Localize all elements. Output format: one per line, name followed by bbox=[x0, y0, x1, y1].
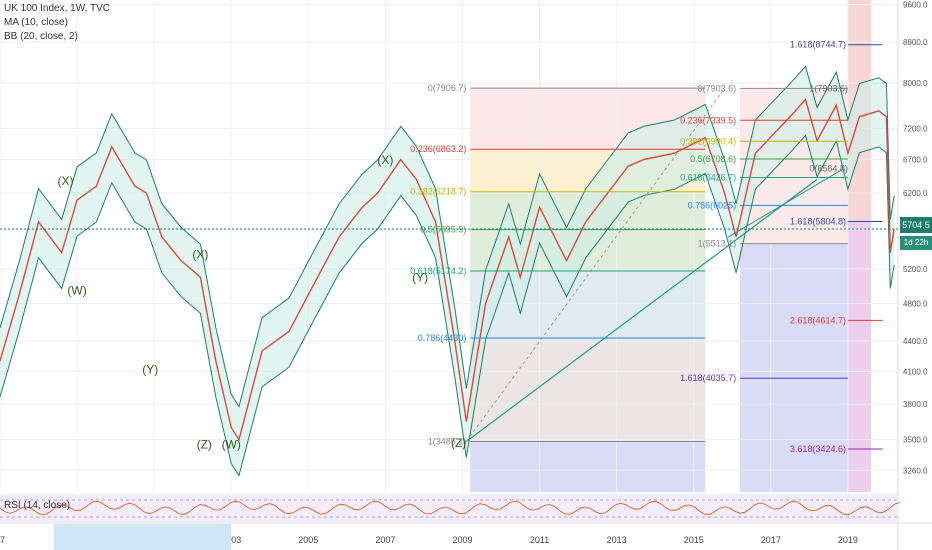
fib-zone-ext bbox=[847, 221, 872, 492]
elliott-wave-label: (Z) bbox=[197, 437, 212, 451]
trend-line bbox=[728, 167, 845, 238]
fib-zone-right bbox=[739, 243, 848, 492]
candle-countdown-tag: 1d 22h bbox=[900, 236, 932, 250]
fib-level-label: 0.5(5695.9) bbox=[420, 225, 466, 235]
elliott-wave-label: (W) bbox=[222, 437, 241, 451]
trend-line bbox=[465, 178, 818, 442]
y-tick-label: 3500.0 bbox=[903, 436, 928, 445]
x-tick-label: 2007 bbox=[375, 535, 395, 545]
fib-top-label: 0(6564.8) bbox=[809, 163, 848, 173]
y-tick-label: 7200.0 bbox=[903, 125, 928, 134]
fib-level-label: 1(3485.1) bbox=[428, 436, 467, 446]
x-tick-label: 2015 bbox=[684, 535, 704, 545]
fib-level-label: 0.618(6426.7) bbox=[680, 173, 736, 183]
fib-level-label: 0.618(5174.2) bbox=[410, 266, 466, 276]
elliott-wave-label: (Z) bbox=[451, 436, 466, 450]
fib-ext-label: 3.618(3424.6) bbox=[790, 444, 846, 454]
elliott-wave-label: (Y) bbox=[412, 271, 428, 285]
fib-level-label: 0.236(7339.5) bbox=[680, 115, 736, 125]
y-tick-label: 4100.0 bbox=[903, 367, 928, 376]
y-tick-label: 6700.0 bbox=[903, 156, 928, 165]
elliott-wave-label: (X) bbox=[192, 247, 208, 261]
x-tick-label: 2019 bbox=[838, 535, 858, 545]
y-tick-label: 3800.0 bbox=[903, 400, 928, 409]
time-axis-highlight bbox=[53, 524, 232, 550]
fib-level-label: 0.382(6990.4) bbox=[680, 136, 736, 146]
fib-zone-band bbox=[470, 441, 706, 492]
chart-legend: UK 100 Index, 1W, TVC MA (10, close) BB … bbox=[4, 2, 110, 44]
y-tick-label: 4800.0 bbox=[903, 299, 928, 308]
fib-zone-band bbox=[470, 271, 706, 339]
y-tick-label: 6200.0 bbox=[903, 189, 928, 198]
current-price-tag: 5704.5 bbox=[900, 217, 932, 233]
y-tick-label: 5200.0 bbox=[903, 265, 928, 274]
fib-level-label: 0.786(4430) bbox=[418, 333, 467, 343]
bollinger-lower bbox=[0, 134, 895, 477]
fib-level-label: 0.382(6218.7) bbox=[410, 187, 466, 197]
y-tick-label: 4400.0 bbox=[903, 337, 928, 346]
rsi-line bbox=[0, 500, 901, 516]
bollinger-fill bbox=[0, 66, 895, 476]
x-tick-label: 2009 bbox=[452, 535, 472, 545]
fib-level-label: 0.786(6025) bbox=[688, 200, 737, 210]
y-tick-label: 8800.0 bbox=[903, 38, 928, 47]
legend-symbol: UK 100 Index, 1W, TVC bbox=[4, 3, 110, 14]
legend-ma: MA (10, close) bbox=[4, 17, 68, 28]
y-tick-label: 3260.0 bbox=[903, 466, 928, 475]
x-tick-label: 2005 bbox=[298, 535, 318, 545]
legend-bb: BB (20, close, 2) bbox=[4, 31, 78, 42]
fib-ext-label: 1.618(8744.7) bbox=[790, 40, 846, 50]
x-tick-label: 97 bbox=[0, 535, 5, 545]
fib-top-label: 1(7903.6) bbox=[809, 83, 848, 93]
rsi-label: RSI (14, close) bbox=[4, 500, 71, 511]
bollinger-upper bbox=[0, 65, 895, 408]
x-tick-label: 2017 bbox=[761, 535, 781, 545]
elliott-wave-label: (X) bbox=[377, 153, 393, 167]
fib-ext-label: 1.618(5804.8) bbox=[790, 216, 846, 226]
fib-ext-label: 2.618(4614.7) bbox=[790, 315, 846, 325]
fib-level-label: 0.236(6863.2) bbox=[410, 144, 466, 154]
x-tick-label: 2013 bbox=[607, 535, 627, 545]
price-line bbox=[0, 98, 895, 442]
fib-level-label: 0(7906.7) bbox=[428, 83, 467, 93]
fib-trend-line bbox=[465, 88, 725, 442]
elliott-wave-label: (W) bbox=[67, 284, 86, 298]
elliott-wave-label: (Y) bbox=[142, 363, 158, 377]
y-tick-label: 8000.0 bbox=[903, 79, 928, 88]
fib-level-label: 0(7903.6) bbox=[698, 83, 737, 93]
x-tick-label: 2011 bbox=[530, 535, 549, 545]
fib-zone-band bbox=[470, 338, 706, 442]
fib-level-label: 1(5513.1) bbox=[698, 239, 737, 249]
y-tick-label: 9600.0 bbox=[903, 0, 928, 9]
fib-level-label: 0.5(6708.6) bbox=[690, 154, 736, 164]
elliott-wave-label: (X) bbox=[58, 174, 74, 188]
fib-level-label: 1.618(4035.7) bbox=[680, 373, 736, 383]
